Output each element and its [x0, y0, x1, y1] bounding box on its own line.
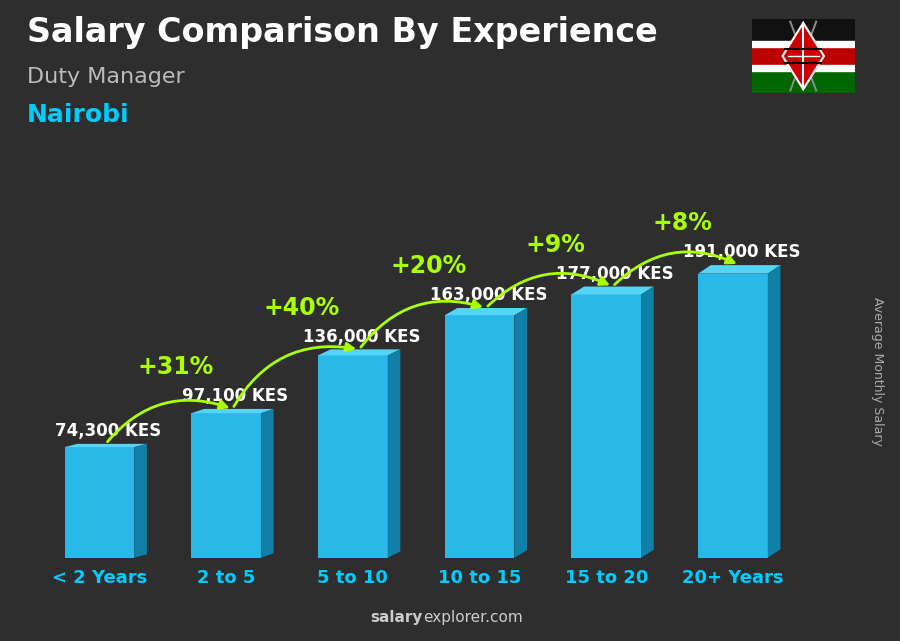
FancyBboxPatch shape [318, 355, 388, 558]
Text: salary: salary [371, 610, 423, 625]
FancyBboxPatch shape [572, 294, 641, 558]
FancyBboxPatch shape [445, 315, 515, 558]
Polygon shape [572, 287, 653, 294]
Text: 163,000 KES: 163,000 KES [429, 287, 547, 304]
FancyArrowPatch shape [361, 301, 481, 347]
Text: 191,000 KES: 191,000 KES [683, 244, 801, 262]
Text: Average Monthly Salary: Average Monthly Salary [871, 297, 884, 446]
Text: +9%: +9% [526, 233, 586, 257]
Bar [752, 44, 855, 69]
FancyBboxPatch shape [698, 274, 768, 558]
FancyArrowPatch shape [234, 344, 354, 406]
Bar [752, 41, 855, 47]
Polygon shape [445, 308, 527, 315]
Polygon shape [515, 308, 527, 558]
Polygon shape [388, 349, 400, 558]
Text: +8%: +8% [652, 212, 712, 235]
Text: 74,300 KES: 74,300 KES [55, 422, 161, 440]
Polygon shape [65, 444, 147, 447]
Bar [752, 65, 855, 71]
FancyBboxPatch shape [65, 447, 134, 558]
Text: Salary Comparison By Experience: Salary Comparison By Experience [27, 16, 658, 49]
Bar [752, 19, 855, 44]
Text: +20%: +20% [391, 254, 467, 278]
Polygon shape [191, 409, 274, 413]
Text: Duty Manager: Duty Manager [27, 67, 184, 87]
Polygon shape [782, 23, 824, 89]
Text: +40%: +40% [264, 296, 340, 320]
Text: 136,000 KES: 136,000 KES [303, 328, 420, 345]
Polygon shape [768, 265, 780, 558]
Text: explorer.com: explorer.com [423, 610, 523, 625]
FancyBboxPatch shape [191, 413, 261, 558]
FancyArrowPatch shape [488, 273, 608, 306]
Text: +31%: +31% [138, 355, 213, 379]
Polygon shape [134, 444, 147, 558]
Polygon shape [261, 409, 274, 558]
Text: 97,100 KES: 97,100 KES [182, 387, 288, 405]
Text: Nairobi: Nairobi [27, 103, 130, 126]
Polygon shape [641, 287, 653, 558]
Text: 177,000 KES: 177,000 KES [556, 265, 674, 283]
Polygon shape [318, 349, 400, 355]
Bar [752, 69, 855, 93]
FancyArrowPatch shape [107, 400, 227, 442]
FancyArrowPatch shape [615, 252, 734, 285]
Polygon shape [698, 265, 780, 274]
